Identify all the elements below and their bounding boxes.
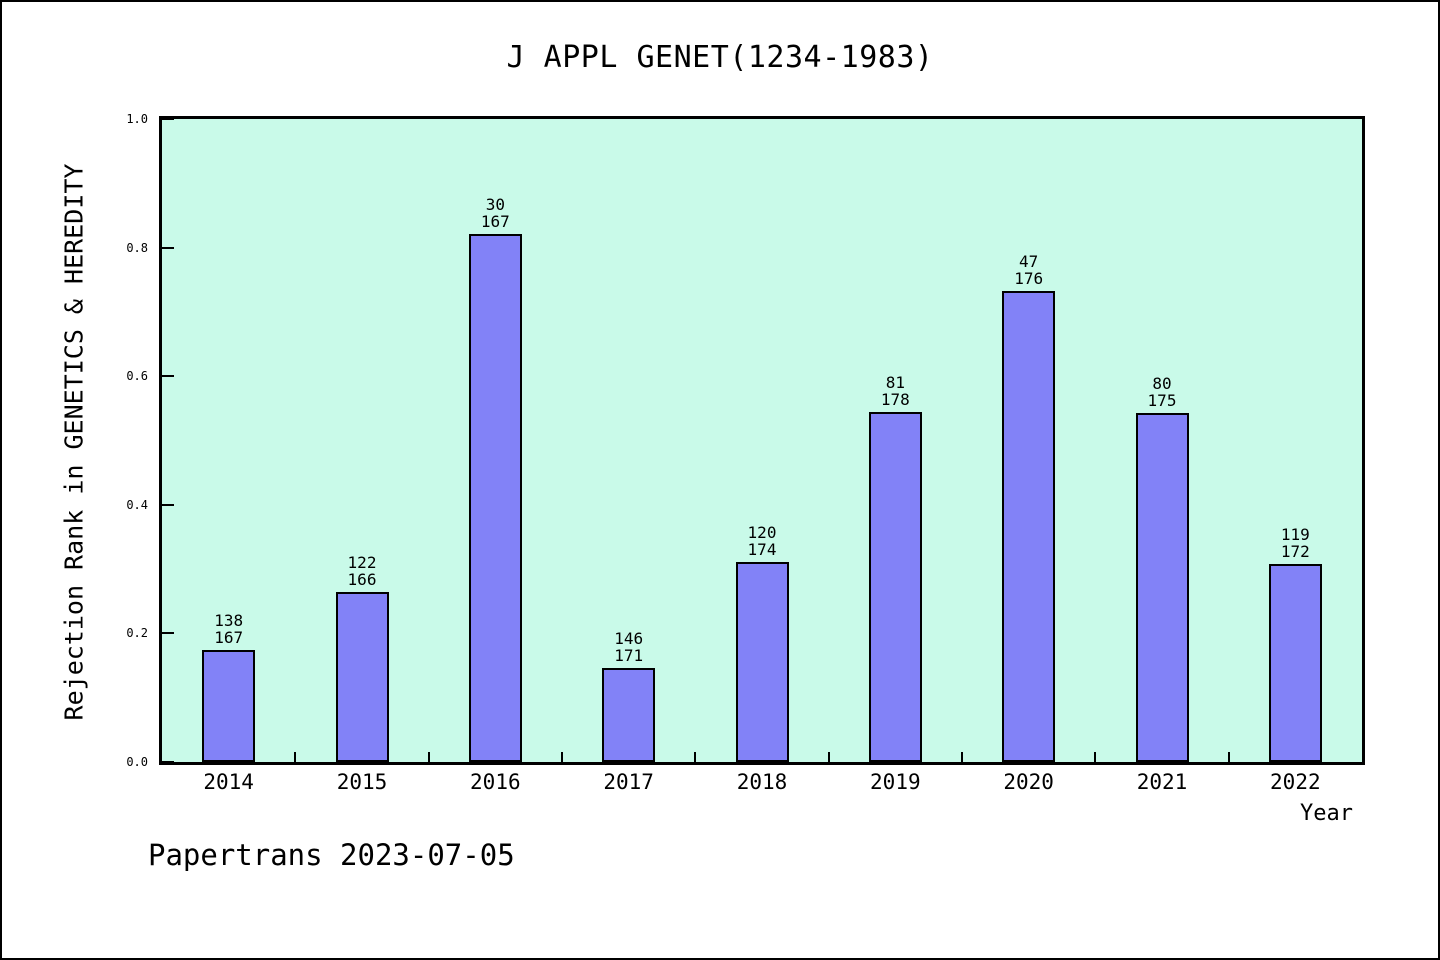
y-tick-label: 0.8 — [126, 240, 148, 255]
y-tick-label: 0.6 — [126, 369, 148, 384]
x-tick-label: 2021 — [1136, 770, 1188, 794]
bar-value-denominator: 178 — [880, 389, 910, 409]
bar-value-label: 81 178 — [845, 374, 945, 408]
x-tick-label: 2016 — [470, 770, 521, 794]
bar-value-denominator: 172 — [1280, 541, 1310, 561]
x-tick-label: 2017 — [603, 770, 654, 794]
bar-value-label: 47 176 — [979, 253, 1079, 287]
bar-value-numerator: 120 — [747, 523, 777, 543]
bar — [335, 591, 389, 762]
y-tick-mark — [162, 118, 174, 120]
bar — [202, 650, 256, 762]
bar-value-numerator: 146 — [614, 628, 644, 648]
bar-value-numerator: 122 — [347, 552, 377, 572]
y-tick-label: 0.2 — [126, 626, 148, 641]
x-tick-mark — [294, 752, 297, 762]
y-tick-mark — [162, 246, 174, 249]
x-tick-label: 2020 — [1003, 770, 1054, 794]
bar-value-denominator: 176 — [1014, 268, 1044, 288]
x-tick-mark — [427, 752, 430, 762]
bar — [735, 562, 789, 762]
bar-value-numerator: 80 — [1152, 373, 1172, 393]
bar — [1002, 290, 1056, 762]
x-tick-label: 2015 — [336, 770, 388, 794]
bar-value-numerator: 30 — [485, 195, 505, 215]
bar-value-label: 119 172 — [1245, 526, 1345, 560]
bar-value-denominator: 167 — [480, 212, 510, 232]
x-axis-label: Year — [1300, 801, 1353, 826]
y-tick-label: 1.0 — [126, 112, 148, 126]
footer-watermark: Papertrans 2023-07-05 — [148, 838, 515, 872]
bar — [868, 411, 922, 762]
bar — [468, 234, 522, 762]
x-tick-mark — [827, 752, 830, 762]
x-tick-label: 2022 — [1270, 770, 1321, 794]
x-tick-label: 2014 — [203, 770, 254, 794]
bar — [1135, 412, 1189, 762]
bar-value-denominator: 175 — [1147, 390, 1177, 410]
x-tick-label: 2018 — [736, 770, 788, 794]
bar-value-denominator: 166 — [347, 569, 377, 589]
plot-frame: 0.0 0.2 0.4 0.6 0.8 1.0 138 167 2014 122 166 2015 30… — [126, 112, 1365, 794]
x-tick-mark — [694, 752, 697, 762]
bar-value-denominator: 167 — [214, 628, 244, 648]
bar — [1268, 563, 1322, 762]
bar-value-label: 30 167 — [445, 196, 545, 230]
bar-value-label: 120 174 — [712, 524, 812, 558]
y-tick-label: 0.0 — [126, 755, 148, 769]
bar-value-label: 80 175 — [1112, 375, 1212, 409]
bar-value-label: 138 167 — [179, 612, 279, 646]
y-tick-mark — [162, 503, 174, 506]
bar-value-denominator: 171 — [614, 645, 644, 665]
x-tick-mark — [561, 752, 563, 762]
x-tick-mark — [1094, 752, 1097, 762]
y-tick-mark — [162, 761, 174, 763]
bar — [602, 667, 656, 762]
bar-value-label: 146 171 — [579, 630, 679, 664]
y-axis-label: Rejection Rank in GENETICS & HEREDITY — [59, 163, 89, 721]
bar-value-numerator: 47 — [1019, 251, 1039, 271]
x-tick-mark — [961, 752, 963, 762]
chart-title: J APPL GENET(1234-1983) — [506, 40, 934, 75]
bar-value-denominator: 174 — [747, 540, 777, 560]
x-tick-mark — [1227, 752, 1230, 762]
y-tick-label: 0.4 — [126, 497, 148, 512]
y-tick-mark — [162, 375, 174, 378]
bar-value-numerator: 81 — [885, 372, 905, 392]
bar-value-numerator: 119 — [1280, 524, 1310, 544]
x-tick-label: 2019 — [870, 770, 921, 794]
y-tick-mark — [162, 632, 174, 635]
bar-value-label: 122 166 — [312, 554, 412, 588]
plot-area: 0.0 0.2 0.4 0.6 0.8 1.0 138 167 2014 122 166 2015 30… — [126, 112, 1362, 794]
bar-value-numerator: 138 — [214, 611, 244, 631]
